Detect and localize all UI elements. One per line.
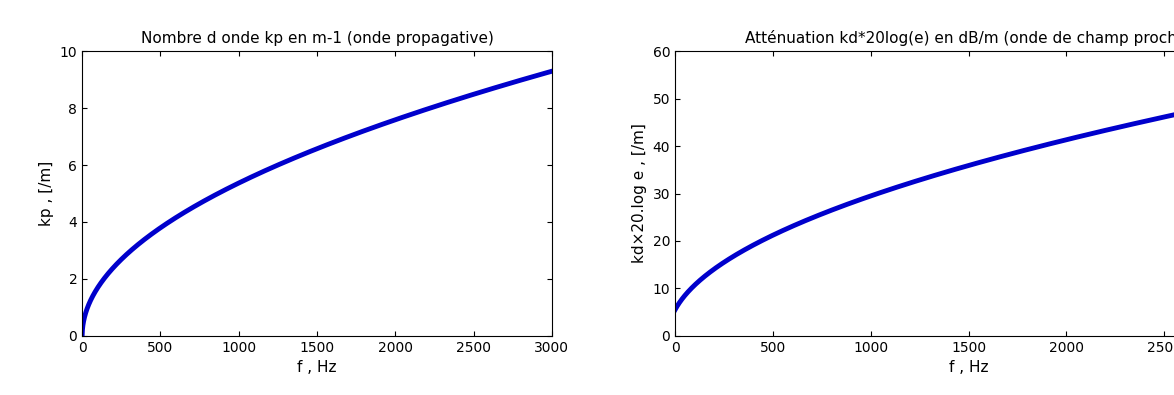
Title: Nombre d onde kp en m-1 (onde propagative): Nombre d onde kp en m-1 (onde propagativ… — [141, 31, 493, 46]
Y-axis label: kp , [/m]: kp , [/m] — [39, 161, 54, 226]
X-axis label: f , Hz: f , Hz — [949, 360, 989, 375]
Y-axis label: kd×20.log e , [/m]: kd×20.log e , [/m] — [632, 124, 647, 263]
Title: Atténuation kd*20log(e) en dB/m (onde de champ proche): Atténuation kd*20log(e) en dB/m (onde de… — [745, 30, 1174, 46]
X-axis label: f , Hz: f , Hz — [297, 360, 337, 375]
